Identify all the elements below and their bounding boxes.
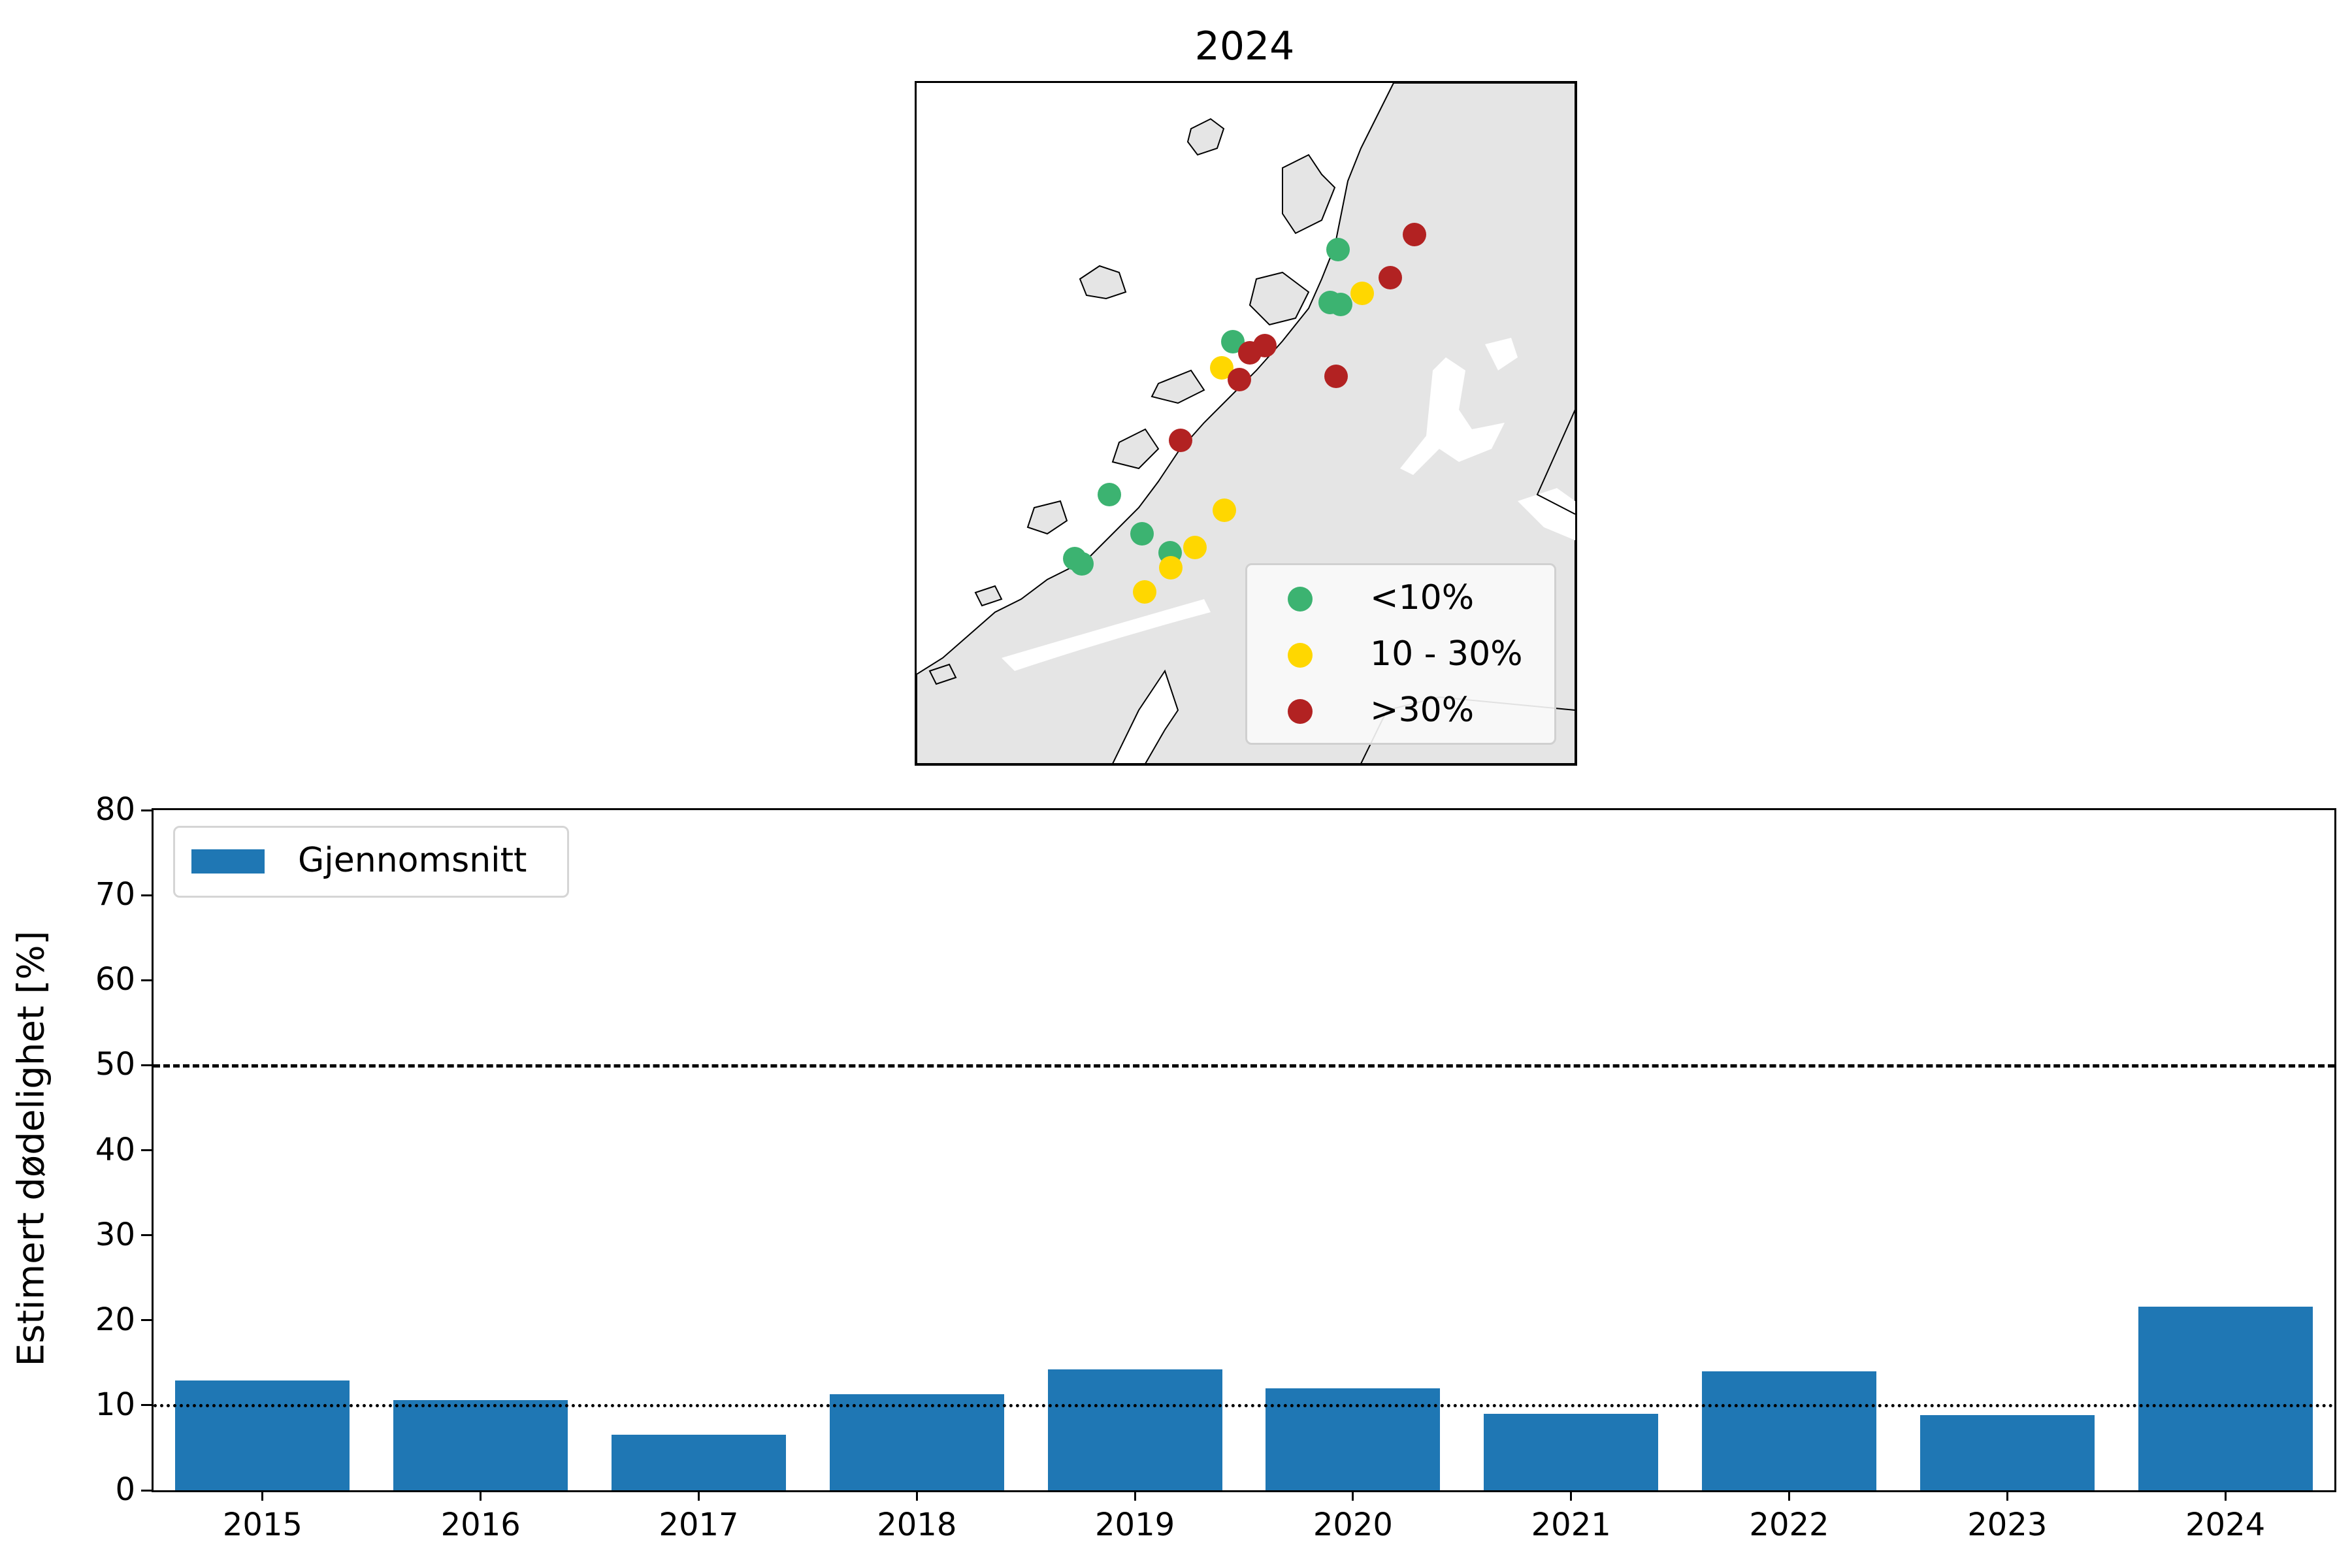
site-marker [1169, 429, 1193, 453]
red-dot-icon [1288, 699, 1313, 724]
y-tick-label: 80 [95, 791, 135, 828]
bar-2024 [2138, 1306, 2313, 1490]
y-tick-label: 50 [95, 1046, 135, 1083]
threshold-line-10 [154, 1404, 2334, 1407]
x-tick [480, 1490, 482, 1501]
x-tick-label: 2022 [1749, 1507, 1829, 1543]
site-marker [1070, 551, 1094, 576]
site-marker [1227, 368, 1251, 392]
site-marker [1326, 238, 1350, 262]
site-marker [1212, 498, 1236, 523]
threshold-line-30 [154, 1064, 2334, 1068]
x-tick-label: 2016 [440, 1507, 521, 1543]
bar-2023 [1919, 1415, 2095, 1490]
site-marker [1159, 555, 1183, 580]
y-tick [141, 979, 152, 981]
legend-label: Gjennomsnitt [298, 841, 527, 880]
x-tick [261, 1490, 264, 1501]
x-tick-label: 2020 [1313, 1507, 1393, 1543]
y-tick [141, 1234, 152, 1237]
bar-2021 [1484, 1413, 1659, 1490]
bar-chart-axes: 0 10 20 30 40 50 60 70 80 2015 2016 2017 2018 2019 20… [95, 791, 2336, 1543]
x-tick [1352, 1490, 1354, 1501]
site-marker [1350, 281, 1375, 305]
x-tick [1788, 1490, 1790, 1501]
y-tick-label: 40 [95, 1131, 135, 1168]
x-tick-label: 2017 [659, 1507, 739, 1543]
site-marker [1378, 266, 1402, 289]
green-dot-icon [1288, 587, 1313, 612]
x-tick-label: 2015 [222, 1507, 302, 1543]
site-marker [1403, 223, 1427, 247]
site-marker [1324, 365, 1348, 389]
site-marker [1329, 292, 1353, 316]
y-tick-label: 0 [115, 1471, 135, 1508]
y-tick-label: 30 [95, 1216, 135, 1253]
y-tick-label: 70 [95, 876, 135, 913]
site-marker [1132, 580, 1156, 604]
site-marker [1253, 334, 1277, 358]
x-tick-label: 2024 [2185, 1507, 2266, 1543]
y-tick-label: 10 [95, 1386, 135, 1423]
x-tick [915, 1490, 918, 1501]
x-tick [698, 1490, 700, 1501]
map-title: 2024 [1194, 24, 1295, 69]
x-tick [2224, 1490, 2227, 1501]
legend-item-low: <10% [1247, 573, 1554, 625]
bar-2019 [1047, 1369, 1222, 1490]
y-tick [141, 1149, 152, 1151]
site-map: <10% 10 - 30% >30% [915, 81, 1577, 766]
y-tick [141, 809, 152, 811]
x-tick-label: 2019 [1095, 1507, 1175, 1543]
legend-item-high: >30% [1247, 685, 1554, 738]
y-tick [141, 1489, 152, 1492]
legend-label-high: >30% [1370, 691, 1475, 730]
x-tick-label: 2018 [877, 1507, 957, 1543]
bar-2016 [393, 1400, 568, 1490]
x-tick [2006, 1490, 2008, 1501]
map-legend: <10% 10 - 30% >30% [1245, 563, 1556, 745]
bar-2015 [175, 1380, 350, 1490]
legend-item-mid: 10 - 30% [1247, 629, 1554, 681]
x-tick [1570, 1490, 1573, 1501]
bar-2018 [829, 1394, 1004, 1490]
bar-2017 [611, 1435, 786, 1490]
bar-legend: Gjennomsnitt [173, 826, 569, 898]
site-marker [1183, 535, 1207, 559]
legend-swatch [191, 849, 265, 874]
y-tick-label: 60 [95, 961, 135, 998]
x-tick [1134, 1490, 1136, 1501]
y-tick-label: 20 [95, 1301, 135, 1338]
site-marker [1098, 483, 1122, 507]
x-tick-label: 2023 [1967, 1507, 2048, 1543]
yellow-dot-icon [1288, 643, 1313, 668]
x-tick-label: 2021 [1531, 1507, 1611, 1543]
y-axis-label: Estimert dødelighet [%] [10, 930, 53, 1367]
y-tick [141, 1319, 152, 1322]
y-tick [141, 1064, 152, 1066]
bar-2022 [1701, 1371, 1876, 1490]
y-tick [141, 894, 152, 896]
y-tick [141, 1404, 152, 1407]
site-marker [1130, 521, 1154, 546]
legend-label-mid: 10 - 30% [1370, 634, 1523, 674]
legend-label-low: <10% [1370, 578, 1475, 617]
